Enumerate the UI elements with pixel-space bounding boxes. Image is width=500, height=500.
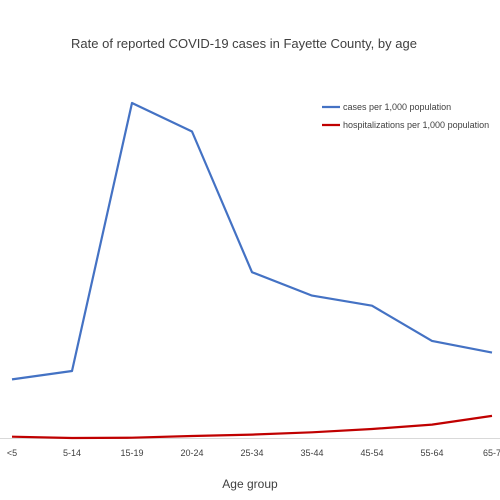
x-tick-label: 55-64: [420, 448, 443, 458]
x-tick-label: <5: [7, 448, 17, 458]
series-line-2: [11, 414, 493, 440]
series-2-point-8: [490, 414, 494, 418]
series-2-point-6: [370, 427, 374, 431]
series-line-1: [11, 101, 493, 381]
x-tick-labels: <5 5-14 15-19 20-24 25-34 35-44 45-54 55-64 65-7: [7, 448, 500, 458]
series-1-point-0: [10, 377, 14, 381]
series-1-point-4: [250, 270, 254, 274]
legend: cases per 1,000 population hospitalizatio…: [322, 102, 489, 130]
series-1-point-2: [130, 101, 134, 105]
series-1-point-6: [370, 304, 374, 308]
x-tick-label: 35-44: [300, 448, 323, 458]
x-axis-label: Age group: [222, 477, 278, 491]
x-tick-label: 5-14: [63, 448, 81, 458]
legend-label-2: hospitalizations per 1,000 population: [343, 120, 489, 130]
series-2-point-7: [430, 423, 434, 427]
chart-title: Rate of reported COVID-19 cases in Fayet…: [71, 36, 417, 51]
series-1-point-5: [310, 294, 314, 298]
series-layer: [10, 101, 494, 440]
x-tick-label: 65-7: [483, 448, 500, 458]
series-2-point-4: [250, 433, 254, 437]
x-tick-label: 25-34: [240, 448, 263, 458]
series-2-point-1: [70, 436, 74, 440]
legend-label-1: cases per 1,000 population: [343, 102, 451, 112]
x-tick-label: 45-54: [360, 448, 383, 458]
x-tick-label: 20-24: [180, 448, 203, 458]
series-2-point-0: [10, 435, 14, 439]
series-2-point-2: [130, 436, 134, 440]
series-1-point-3: [190, 130, 194, 134]
x-tick-label: 15-19: [120, 448, 143, 458]
series-1-point-1: [70, 369, 74, 373]
series-1-point-8: [490, 351, 494, 355]
series-2-point-5: [310, 430, 314, 434]
series-2-point-3: [190, 434, 194, 438]
series-1-point-7: [430, 339, 434, 343]
